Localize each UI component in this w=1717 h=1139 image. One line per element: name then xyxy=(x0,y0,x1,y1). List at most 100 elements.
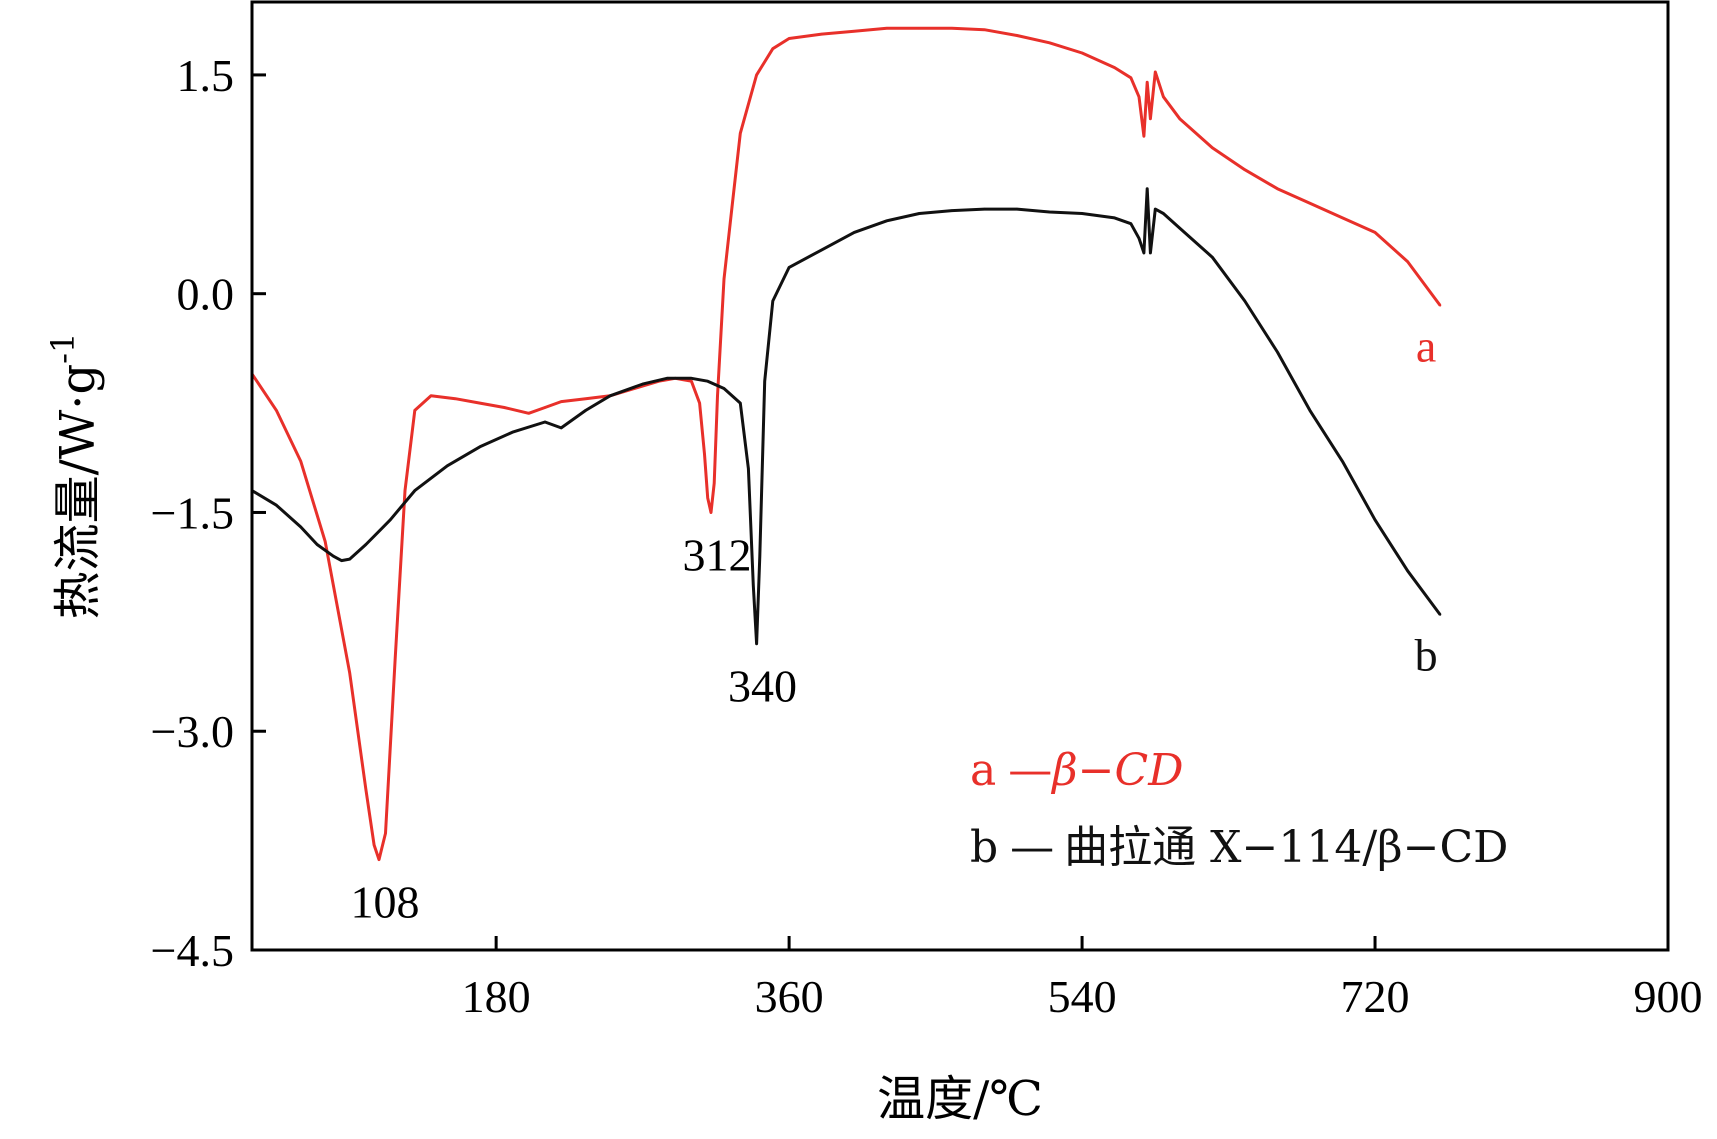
series-a-point xyxy=(429,394,433,397)
series-b-point xyxy=(787,266,791,269)
series-b-point xyxy=(275,504,278,507)
series-b-point xyxy=(1048,210,1051,214)
series-a-point xyxy=(1129,76,1133,80)
legend: a —β−CD b — 曲拉通 X−114/β−CD xyxy=(970,745,1508,873)
x-axis-title: 温度/℃ xyxy=(877,1071,1043,1127)
series-a-point xyxy=(820,32,823,36)
series-b-point xyxy=(315,543,319,546)
series-b-point xyxy=(690,377,693,380)
series-b-point xyxy=(820,248,823,252)
series-a-point xyxy=(543,406,547,409)
series-a-end-label: a xyxy=(1416,320,1436,371)
series-a-point xyxy=(527,412,530,415)
series-b-point xyxy=(332,555,335,558)
y-tick-label: −3.0 xyxy=(151,706,234,757)
series-b-point xyxy=(389,518,392,521)
series-b-point xyxy=(983,207,986,211)
series-b-point xyxy=(1113,216,1116,220)
series-a-point xyxy=(983,28,986,31)
series-b-point xyxy=(1142,251,1146,255)
legend-b-dash: — xyxy=(1010,822,1054,873)
legend-entry-a: a —β−CD xyxy=(970,745,1183,796)
plot-frame xyxy=(250,0,1670,952)
series-a-point xyxy=(503,406,506,409)
series-a-point xyxy=(853,30,856,33)
series-a-point xyxy=(384,832,387,835)
series-b-point xyxy=(722,387,726,390)
series-a-point xyxy=(918,27,921,30)
series-a-point xyxy=(1146,81,1149,84)
series-a-point xyxy=(1308,202,1312,205)
y-axis-ticks: 1.5 0.0 −1.5 −3.0 −4.5 xyxy=(151,50,266,976)
legend-b-key: b xyxy=(970,822,998,873)
series-b-point xyxy=(608,394,612,397)
series-a-point xyxy=(755,73,758,77)
series-b-point xyxy=(752,584,755,587)
series-a-point xyxy=(787,37,791,40)
series-a-point xyxy=(324,540,327,543)
series-b-point xyxy=(641,382,644,386)
legend-a-key: a xyxy=(970,745,996,796)
series-b-point xyxy=(755,642,758,645)
series-a-point xyxy=(1373,231,1377,234)
peak-label: 340 xyxy=(728,661,797,712)
series-b-point xyxy=(340,559,343,562)
x-tick-label: 540 xyxy=(1048,971,1117,1022)
series-b-point xyxy=(446,464,449,467)
series-a-point xyxy=(275,409,278,412)
series-b-point xyxy=(364,543,368,546)
series-b-point xyxy=(771,299,774,303)
series-a-point xyxy=(739,132,742,135)
series-b-line xyxy=(251,187,1442,646)
series-a-point xyxy=(771,47,774,50)
series-a-point xyxy=(413,409,416,412)
series-b-point xyxy=(665,377,669,380)
series-a-point xyxy=(394,657,397,660)
series-b-point xyxy=(1080,212,1084,215)
series-b-point xyxy=(1276,350,1279,354)
series-a-point xyxy=(950,27,954,30)
series-a-point xyxy=(716,394,719,397)
series-b-point xyxy=(413,489,416,492)
series-b-point xyxy=(950,209,954,212)
series-a-point xyxy=(299,460,302,463)
series-b-point xyxy=(1015,207,1019,211)
plot-layer xyxy=(250,26,1442,862)
series-b-end-label: b xyxy=(1415,630,1438,681)
series-b-point xyxy=(299,525,302,529)
series-b-point xyxy=(918,212,921,215)
series-a-point xyxy=(584,397,587,400)
series-a-point xyxy=(478,401,482,405)
series-b-point xyxy=(853,231,856,234)
series-b-point xyxy=(1406,569,1409,572)
series-a-point xyxy=(1438,304,1442,307)
series-b-point xyxy=(1243,299,1247,303)
series-a-point xyxy=(1178,117,1181,120)
series-b-point xyxy=(885,219,888,222)
x-tick-label: 180 xyxy=(462,971,531,1022)
y-axis-title-text: 热流量/W·g xyxy=(50,364,106,620)
series-a-point xyxy=(1048,41,1051,44)
series-a-point xyxy=(1341,216,1344,220)
series-a-point xyxy=(1015,34,1019,37)
series-b-point xyxy=(1137,237,1141,240)
x-tick-label: 900 xyxy=(1634,971,1703,1022)
x-tick-label: 720 xyxy=(1341,971,1410,1022)
series-b-point xyxy=(584,409,587,412)
series-b-point xyxy=(1308,409,1312,412)
series-a-point xyxy=(709,511,713,514)
series-a-point xyxy=(348,671,351,675)
series-b-point xyxy=(1341,460,1344,463)
series-a-point xyxy=(560,400,563,403)
series-b-point xyxy=(478,445,482,448)
series-a-point xyxy=(730,205,734,208)
series-b-point xyxy=(1154,207,1157,211)
series-a-line xyxy=(250,26,1442,862)
y-tick-label: 1.5 xyxy=(177,50,235,101)
peak-label: 312 xyxy=(682,529,751,580)
series-a-point xyxy=(454,397,457,400)
series-a-point xyxy=(1154,70,1157,74)
series-a-point xyxy=(377,858,381,861)
legend-b-text: 曲拉通 X−114/β−CD xyxy=(1064,822,1508,873)
